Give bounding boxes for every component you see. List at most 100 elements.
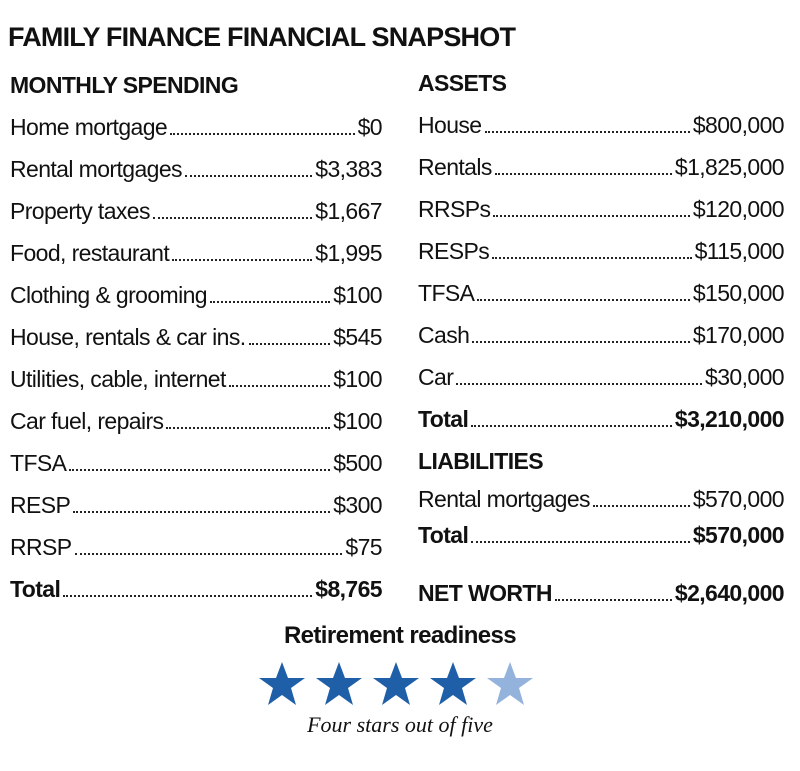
item-label: RRSPs [418,196,491,222]
section-heading: MONTHLY SPENDING [10,72,239,98]
total-row: Total $8,765 [10,576,383,618]
item-label: Property taxes [10,198,150,224]
star [373,662,419,705]
line-item: Property taxes $1,667 [10,198,383,240]
leader [184,175,313,177]
item-label: House [418,112,482,138]
leader [210,301,331,303]
item-amount: $150,000 [692,280,785,306]
total-row: Total $570,000 [418,522,785,560]
leader [592,505,690,507]
item-amount: $570,000 [692,486,785,512]
item-label: Car fuel, repairs [10,408,164,434]
item-amount: $1,995 [315,240,382,266]
item-amount: $3,383 [315,156,382,182]
retirement-heading: Retirement readiness [283,622,517,649]
line-item: TFSA $500 [10,450,383,492]
leader [493,215,690,217]
line-item: RRSPs $120,000 [418,196,785,238]
item-amount: $30,000 [705,364,785,390]
item-amount: $1,825,000 [674,154,785,180]
retirement-caption: Four stars out of five [307,712,493,737]
section-heading: LIABILITIES [418,448,544,474]
leader [63,595,313,597]
item-label: Food, restaurant [10,240,170,266]
leader [248,343,331,345]
total-row: NET WORTH $2,640,000 [418,580,785,622]
item-label: RESPs [418,238,490,264]
item-label: RRSP [10,534,72,560]
section-heading: ASSETS [418,70,507,96]
item-label: Cash [418,322,470,348]
item-label: Utilities, cable, internet [10,366,226,392]
line-item: Car fuel, repairs $100 [10,408,383,450]
item-amount: $2,640,000 [674,580,785,606]
leader [74,553,343,555]
leader [477,299,690,301]
item-label: Total [418,522,469,548]
item-label: Home mortgage [10,114,168,140]
item-label: Rental mortgages [418,486,591,512]
spending-column: MONTHLY SPENDING Home mortgage $0 Rental mo… [10,72,383,618]
item-amount: $545 [333,324,382,350]
line-item: House $800,000 [418,112,785,154]
leader [472,341,690,343]
line-item: Utilities, cable, internet $100 [10,366,383,408]
line-item: Home mortgage $0 [10,114,383,156]
star [316,662,362,705]
line-item: RRSP $75 [10,534,383,576]
leader [228,385,331,387]
stars [259,662,533,705]
star [487,662,533,705]
item-label: Total [418,406,469,432]
leader [152,217,313,219]
item-label: TFSA [10,450,67,476]
line-item: RESP $300 [10,492,383,534]
leader [166,427,331,429]
item-amount: $500 [333,450,382,476]
leader [471,425,672,427]
line-item: House, rentals & car ins. $545 [10,324,383,366]
star [430,662,476,705]
item-amount: $75 [345,534,382,560]
item-label: Clothing & grooming [10,282,208,308]
line-item: Cash $170,000 [418,322,785,364]
title: FAMILY FINANCE FINANCIAL SNAPSHOT [8,22,516,52]
item-label: House, rentals & car ins. [10,324,246,350]
item-amount: $300 [333,492,382,518]
item-label: RESP [10,492,71,518]
item-amount: $100 [333,366,382,392]
leader [170,133,355,135]
leader [172,259,313,261]
line-item: RESPs $115,000 [418,238,785,280]
item-amount: $170,000 [692,322,785,348]
line-item: TFSA $150,000 [418,280,785,322]
leader [471,541,690,543]
leader [492,257,692,259]
item-label: Car [418,364,454,390]
leader [69,469,331,471]
total-row: Total $3,210,000 [418,406,785,448]
leader [494,173,672,175]
item-amount: $1,667 [315,198,382,224]
item-label: Rentals [418,154,492,180]
item-amount: $0 [357,114,383,140]
item-amount: $120,000 [692,196,785,222]
item-amount: $800,000 [692,112,785,138]
line-item: Rental mortgages $3,383 [10,156,383,198]
line-item: Rental mortgages $570,000 [418,486,785,528]
item-label: Total [10,576,61,602]
item-amount: $115,000 [694,238,785,264]
item-amount: $570,000 [692,522,785,548]
line-item: Food, restaurant $1,995 [10,240,383,282]
item-amount: $8,765 [315,576,382,602]
leader [456,383,703,385]
leader [73,511,331,513]
line-item: Car $30,000 [418,364,785,406]
item-label: Rental mortgages [10,156,183,182]
line-item: Rentals $1,825,000 [418,154,785,196]
item-label: NET WORTH [418,580,552,606]
item-amount: $100 [333,408,382,434]
leader [484,131,690,133]
